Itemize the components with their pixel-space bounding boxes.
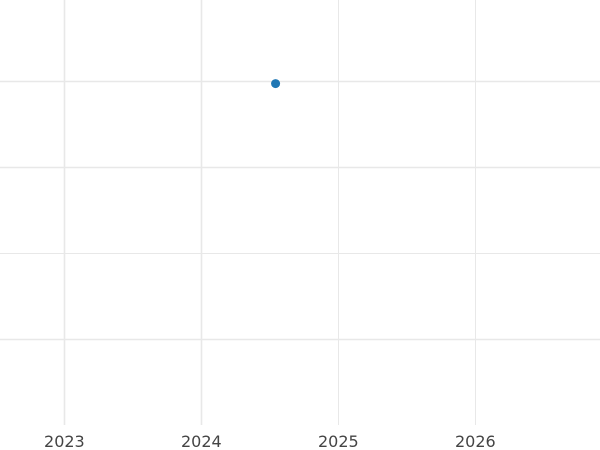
data-point [271, 79, 281, 89]
x-tick-label: 2026 [455, 432, 496, 450]
x-tick-label: 2023 [44, 432, 85, 450]
x-tick-label: 2024 [181, 432, 222, 450]
x-tick-label: 2025 [318, 432, 359, 450]
x-axis-ticks: 2023 2024 2025 2026 [44, 432, 496, 450]
grid [0, 0, 600, 425]
points [271, 79, 281, 89]
